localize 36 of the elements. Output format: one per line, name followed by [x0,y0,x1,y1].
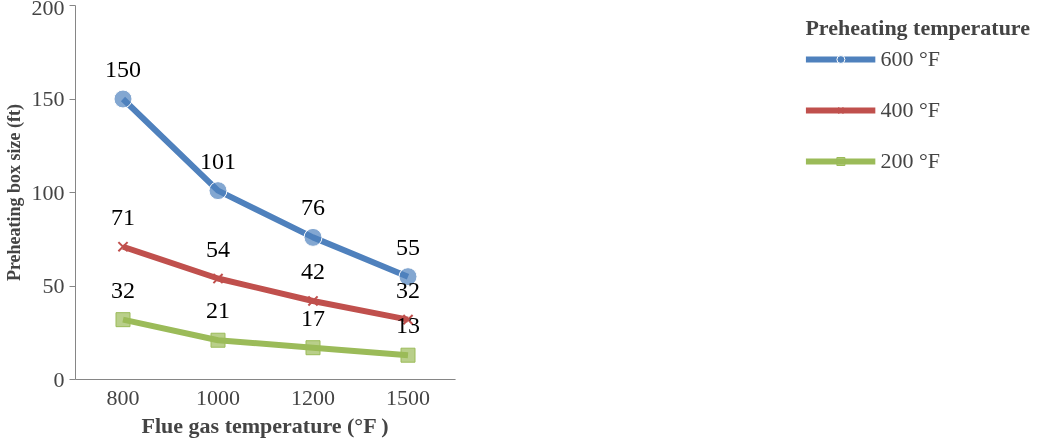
data-label: 21 [206,297,230,324]
x-tick-label: 800 [106,384,140,410]
point [400,347,416,363]
legend-title: Preheating temperature [805,15,1030,41]
legend-label: 200 °F [880,148,940,174]
point [210,332,226,348]
x-tick-label: 1500 [386,384,430,410]
x-tick-label: 1000 [196,384,240,410]
data-label: 32 [396,276,420,303]
y-tick-label: 200 [31,0,65,20]
point [117,241,129,253]
legend-label: 400 °F [880,97,940,123]
x-axis-title: Flue gas temperature (°F ) [141,412,389,438]
data-label: 55 [396,233,420,260]
point [305,340,321,356]
y-axis-title: Preheating box size (ft) [3,103,25,282]
data-label: 150 [105,56,141,82]
x-tick-label: 1200 [291,384,335,410]
data-label: 17 [301,304,325,331]
y-tick-label: 0 [53,366,65,392]
data-label: 71 [111,203,135,230]
data-label: 54 [206,235,230,262]
y-tick-label: 150 [31,86,65,111]
point [307,295,319,307]
point [115,312,131,328]
point [303,227,323,247]
point [212,272,224,285]
data-label: 101 [200,147,236,174]
legend-label: 600 °F [880,46,940,72]
y-tick-label: 50 [42,273,65,298]
y-tick-label: 100 [31,179,65,205]
point [113,89,133,109]
data-label: 32 [111,276,135,303]
data-label: 76 [301,194,325,221]
data-label: 42 [301,257,325,284]
point [208,181,228,201]
